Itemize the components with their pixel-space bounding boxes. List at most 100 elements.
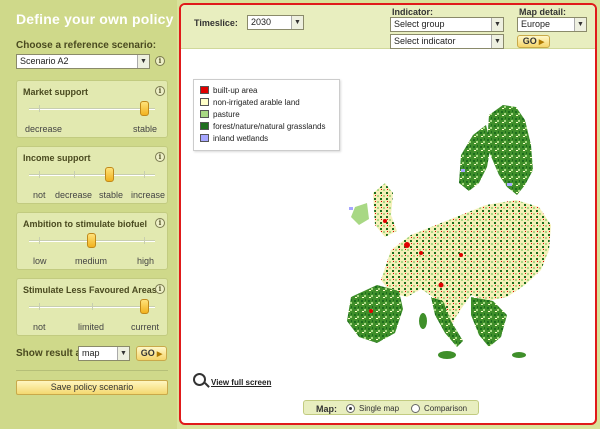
market-support-track[interactable] <box>29 108 155 110</box>
map-marker <box>404 242 410 248</box>
slider-tick <box>39 105 40 112</box>
map-marker <box>383 219 387 223</box>
map-detail-value: Europe <box>521 19 551 29</box>
less-favoured-areas-title: Stimulate Less Favoured Areas <box>23 285 157 295</box>
timeslice-select[interactable]: 2030 ▼ <box>247 15 304 30</box>
single-map-radio[interactable] <box>346 404 355 413</box>
map-region <box>381 200 551 325</box>
biofuel-ambition-title: Ambition to stimulate biofuel <box>23 219 147 229</box>
slider-tick <box>74 171 75 178</box>
legend-swatch <box>200 98 209 106</box>
slider-tick <box>144 171 145 178</box>
slider-tick <box>39 171 40 178</box>
income-support-title: Income support <box>23 153 91 163</box>
map-region <box>471 297 507 347</box>
europe-land-use-map[interactable] <box>311 75 561 370</box>
map-mode-bar: Map: Single map Comparison <box>303 400 479 415</box>
map-mode-label: Map: <box>316 404 337 414</box>
map-detail-label: Map detail: <box>519 7 567 17</box>
show-result-select[interactable]: map ▼ <box>78 346 130 361</box>
slider-label-not: not <box>33 322 46 332</box>
legend-swatch <box>200 134 209 142</box>
map-region <box>419 313 427 329</box>
map-region <box>347 285 403 343</box>
timeslice-value: 2030 <box>251 17 272 27</box>
market-support-box: Market support i decrease stable <box>16 80 168 138</box>
legend-label: built-up area <box>213 86 258 95</box>
info-icon[interactable]: i <box>155 218 165 228</box>
info-icon[interactable]: i <box>155 152 165 162</box>
reference-scenario-label: Choose a reference scenario: <box>16 40 157 51</box>
slider-label-low: low <box>33 256 47 266</box>
chevron-down-icon: ▼ <box>574 18 586 31</box>
info-icon[interactable]: i <box>155 284 165 294</box>
slider-label-decrease: decrease <box>55 190 93 200</box>
map-region <box>431 297 463 347</box>
chevron-down-icon: ▼ <box>137 55 149 68</box>
view-full-screen-link[interactable]: View full screen <box>211 378 272 387</box>
chevron-down-icon: ▼ <box>291 16 303 29</box>
indicator-group-select[interactable]: Select group ▼ <box>390 17 504 32</box>
chevron-down-icon: ▼ <box>491 18 503 31</box>
reference-scenario-value: Scenario A2 <box>20 56 69 66</box>
legend-swatch <box>200 110 209 118</box>
map-legend: built-up area non-irrigated arable land … <box>193 79 340 151</box>
show-result-value: map <box>82 348 100 358</box>
legend-item: inland wetlands <box>200 134 268 145</box>
divider <box>16 370 168 371</box>
map-marker <box>507 183 512 186</box>
map-region <box>459 125 491 191</box>
map-marker <box>369 309 373 313</box>
income-support-thumb[interactable] <box>105 167 114 182</box>
slider-label-increase: increase <box>131 190 166 200</box>
policy-panel: Define your own policy Choose a referenc… <box>0 0 177 429</box>
map-go-button[interactable]: GO ▶ <box>517 35 550 48</box>
slider-tick <box>144 237 145 244</box>
slider-label-decrease: decrease <box>25 124 63 134</box>
slider-label-stable: stable <box>99 190 124 200</box>
market-support-thumb[interactable] <box>140 101 149 116</box>
slider-label-high: high <box>137 256 155 266</box>
map-detail-select[interactable]: Europe ▼ <box>517 17 587 32</box>
legend-swatch <box>200 122 209 130</box>
legend-item: pasture <box>200 110 240 121</box>
map-marker <box>349 207 353 210</box>
save-policy-button[interactable]: Save policy scenario <box>16 380 168 395</box>
indicator-value: Select indicator <box>394 36 456 46</box>
slider-label-current: current <box>131 322 160 332</box>
slider-tick <box>39 237 40 244</box>
legend-item: forest/nature/natural grasslands <box>200 122 326 133</box>
comparison-radio[interactable] <box>411 404 420 413</box>
timeslice-label: Timeslice: <box>194 18 238 28</box>
slider-tick <box>39 303 40 310</box>
legend-label: non-irrigated arable land <box>213 98 300 107</box>
map-marker <box>438 282 444 288</box>
legend-item: built-up area <box>200 86 257 97</box>
reference-scenario-select[interactable]: Scenario A2 ▼ <box>16 54 150 69</box>
biofuel-ambition-thumb[interactable] <box>87 233 96 248</box>
info-icon[interactable]: i <box>155 56 165 66</box>
map-region <box>438 351 456 359</box>
map-region <box>373 183 397 237</box>
legend-label: inland wetlands <box>213 134 269 143</box>
slider-label-medium: medium <box>75 256 108 266</box>
income-support-box: Income support i not decrease stable inc… <box>16 146 168 204</box>
indicator-select[interactable]: Select indicator ▼ <box>390 34 504 49</box>
go-button[interactable]: GO ▶ <box>136 346 167 361</box>
panel-title: Define your own policy <box>16 11 174 27</box>
slider-label-not: not <box>33 190 46 200</box>
slider-tick <box>92 303 93 310</box>
legend-item: non-irrigated arable land <box>200 98 300 109</box>
magnifier-icon[interactable] <box>193 373 206 386</box>
income-support-track[interactable] <box>29 174 155 176</box>
chevron-down-icon: ▼ <box>117 347 129 360</box>
map-region <box>512 352 526 358</box>
show-result-label: Show result as <box>16 348 87 359</box>
single-map-label: Single map <box>359 404 400 413</box>
map-region <box>487 105 533 195</box>
map-marker <box>419 251 423 255</box>
legend-label: forest/nature/natural grasslands <box>213 122 326 131</box>
less-favoured-areas-thumb[interactable] <box>140 299 149 314</box>
info-icon[interactable]: i <box>155 86 165 96</box>
indicator-group-value: Select group <box>394 19 445 29</box>
